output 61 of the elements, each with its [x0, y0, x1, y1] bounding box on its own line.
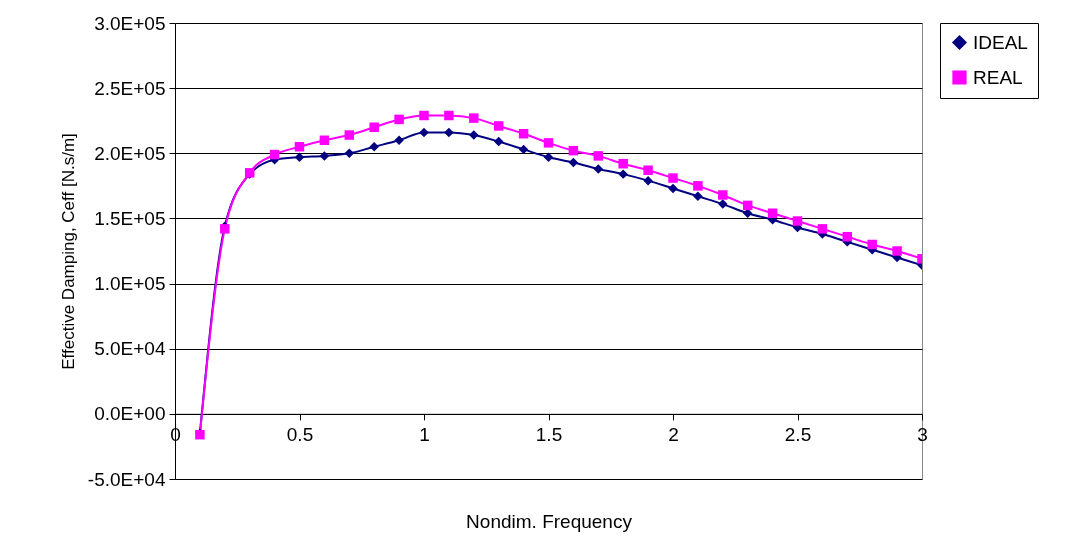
point	[767, 208, 778, 218]
y-tick-label: 5.0E+04	[94, 338, 166, 360]
point	[593, 151, 604, 161]
point	[344, 148, 355, 159]
point	[593, 164, 604, 174]
point	[294, 142, 305, 152]
point	[568, 145, 579, 156]
point	[543, 138, 554, 148]
point	[892, 246, 902, 256]
point	[394, 114, 404, 125]
x-tick-label: 3	[917, 424, 928, 446]
point	[344, 130, 355, 140]
x-tick-label: 0.5	[286, 424, 314, 446]
point	[444, 127, 454, 138]
point	[693, 181, 703, 191]
legend-label: IDEAL	[973, 31, 1028, 53]
point	[643, 175, 653, 186]
point	[792, 216, 803, 226]
point	[518, 144, 529, 155]
point	[718, 199, 728, 209]
x-tick-label: 2.5	[784, 424, 812, 446]
x-tick-label: 1.5	[535, 424, 563, 446]
point	[842, 231, 853, 242]
point	[543, 152, 554, 162]
y-tick-label: 3.0E+05	[94, 12, 166, 34]
point	[493, 121, 504, 131]
point	[817, 224, 828, 234]
point	[618, 158, 628, 169]
point	[867, 239, 877, 250]
legend-label: REAL	[973, 66, 1023, 88]
y-axis-title: Effective Damping, Ceff [N.s/m]	[58, 133, 78, 370]
point	[693, 191, 703, 202]
x-tick-label: 2	[668, 424, 679, 446]
point	[643, 165, 653, 175]
point	[668, 183, 678, 194]
y-tick-label: 2.5E+05	[94, 77, 166, 99]
point	[568, 157, 579, 168]
point	[419, 110, 429, 121]
y-tick-label: 1.0E+05	[94, 273, 166, 295]
point	[742, 200, 753, 211]
y-tick-label: 1.5E+05	[94, 207, 166, 229]
point	[618, 169, 628, 179]
point	[718, 190, 728, 200]
point	[518, 129, 529, 139]
point	[469, 113, 479, 123]
point	[319, 135, 330, 145]
point	[294, 152, 305, 162]
x-tick-label: 1	[419, 424, 430, 446]
point	[419, 127, 429, 138]
point	[394, 135, 404, 145]
point	[444, 110, 454, 121]
point	[319, 151, 330, 161]
point	[668, 173, 678, 183]
x-axis-title: Nondim. Frequency	[466, 511, 633, 533]
point	[369, 142, 379, 152]
y-tick-label: -5.0E+04	[87, 468, 166, 490]
point	[369, 122, 379, 132]
y-tick-label: 2.0E+05	[94, 142, 166, 164]
y-tick-label: 0.0E+00	[94, 403, 166, 425]
point	[493, 136, 504, 147]
point	[269, 149, 280, 160]
